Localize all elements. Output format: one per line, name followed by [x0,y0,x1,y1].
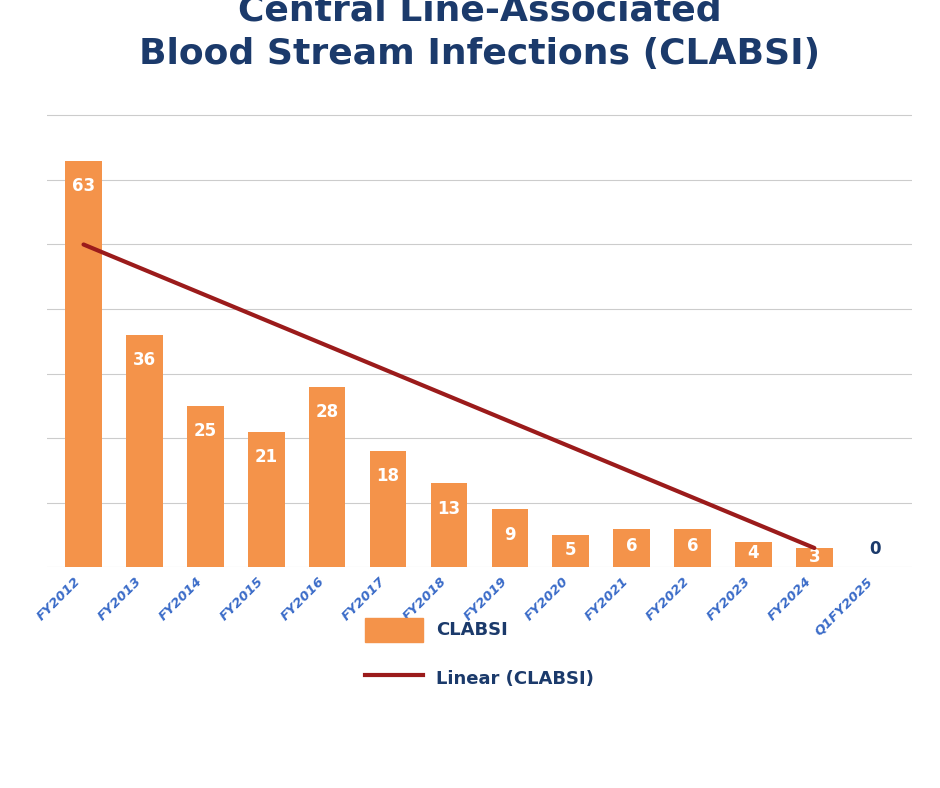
Text: 36: 36 [133,351,156,369]
Bar [126,335,163,567]
Text: 63: 63 [72,177,95,195]
Text: 25: 25 [194,422,217,440]
Bar [614,529,650,567]
Text: 4: 4 [747,545,760,562]
Text: 6: 6 [626,537,637,555]
Bar [369,451,406,567]
Bar [309,387,345,567]
Text: 6: 6 [687,537,698,555]
Text: 9: 9 [504,526,516,545]
Bar [248,432,285,567]
Bar [187,406,224,567]
Bar [492,509,528,567]
Bar [431,483,467,567]
Text: 5: 5 [565,541,576,559]
Bar [553,535,589,567]
Text: 18: 18 [377,467,399,485]
Text: 0: 0 [870,540,881,558]
Text: 28: 28 [316,403,338,421]
Text: 13: 13 [437,500,461,518]
Text: 3: 3 [808,548,821,566]
Bar [796,548,833,567]
Bar [735,541,772,567]
Title: Central Line-Associated
Blood Stream Infections (CLABSI): Central Line-Associated Blood Stream Inf… [139,0,820,71]
Legend: CLABSI, Linear (CLABSI): CLABSI, Linear (CLABSI) [356,610,603,698]
Bar [674,529,711,567]
Text: 21: 21 [255,448,278,466]
Bar [65,161,102,567]
